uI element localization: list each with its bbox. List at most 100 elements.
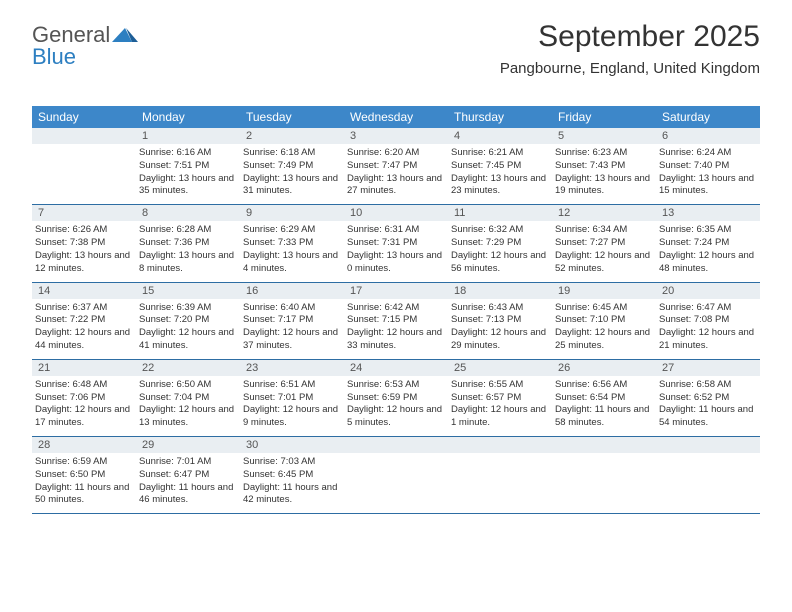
sunrise-line: Sunrise: 6:31 AM (347, 224, 445, 237)
day-cell: Sunrise: 6:35 AMSunset: 7:24 PMDaylight:… (656, 221, 760, 281)
sunrise-line: Sunrise: 6:26 AM (35, 224, 133, 237)
day-number (448, 437, 552, 453)
day-number: 10 (344, 205, 448, 221)
day-cell (344, 453, 448, 513)
day-cell: Sunrise: 6:23 AMSunset: 7:43 PMDaylight:… (552, 144, 656, 204)
sunrise-line: Sunrise: 6:40 AM (243, 302, 341, 315)
sunset-line: Sunset: 7:38 PM (35, 237, 133, 250)
daylight-line: Daylight: 12 hours and 41 minutes. (139, 327, 237, 353)
day-cell: Sunrise: 6:28 AMSunset: 7:36 PMDaylight:… (136, 221, 240, 281)
day-number: 6 (656, 128, 760, 144)
day-cell: Sunrise: 6:34 AMSunset: 7:27 PMDaylight:… (552, 221, 656, 281)
daylight-line: Daylight: 13 hours and 27 minutes. (347, 173, 445, 199)
sunset-line: Sunset: 7:45 PM (451, 160, 549, 173)
daylight-line: Daylight: 11 hours and 54 minutes. (659, 404, 757, 430)
day-number: 17 (344, 283, 448, 299)
day-cell: Sunrise: 7:01 AMSunset: 6:47 PMDaylight:… (136, 453, 240, 513)
day-cell: Sunrise: 6:20 AMSunset: 7:47 PMDaylight:… (344, 144, 448, 204)
day-cell (32, 144, 136, 204)
day-number: 13 (656, 205, 760, 221)
sunset-line: Sunset: 6:47 PM (139, 469, 237, 482)
sunrise-line: Sunrise: 6:18 AM (243, 147, 341, 160)
daylight-line: Daylight: 11 hours and 58 minutes. (555, 404, 653, 430)
daylight-line: Daylight: 13 hours and 15 minutes. (659, 173, 757, 199)
sunrise-line: Sunrise: 6:21 AM (451, 147, 549, 160)
location-text: Pangbourne, England, United Kingdom (500, 60, 760, 77)
day-number: 3 (344, 128, 448, 144)
sunset-line: Sunset: 7:08 PM (659, 314, 757, 327)
day-cell (448, 453, 552, 513)
daylight-line: Daylight: 12 hours and 17 minutes. (35, 404, 133, 430)
sunrise-line: Sunrise: 6:32 AM (451, 224, 549, 237)
sunrise-line: Sunrise: 6:34 AM (555, 224, 653, 237)
daylight-line: Daylight: 13 hours and 23 minutes. (451, 173, 549, 199)
daylight-line: Daylight: 12 hours and 48 minutes. (659, 250, 757, 276)
sunrise-line: Sunrise: 6:59 AM (35, 456, 133, 469)
day-number: 7 (32, 205, 136, 221)
sunrise-line: Sunrise: 6:56 AM (555, 379, 653, 392)
weekday-wednesday: Wednesday (344, 106, 448, 128)
day-cell: Sunrise: 6:21 AMSunset: 7:45 PMDaylight:… (448, 144, 552, 204)
daylight-line: Daylight: 12 hours and 56 minutes. (451, 250, 549, 276)
sunset-line: Sunset: 7:22 PM (35, 314, 133, 327)
week-row: Sunrise: 6:26 AMSunset: 7:38 PMDaylight:… (32, 221, 760, 282)
day-number: 25 (448, 360, 552, 376)
day-cell: Sunrise: 6:55 AMSunset: 6:57 PMDaylight:… (448, 376, 552, 436)
day-cell: Sunrise: 6:42 AMSunset: 7:15 PMDaylight:… (344, 299, 448, 359)
daylight-line: Daylight: 12 hours and 1 minute. (451, 404, 549, 430)
day-cell: Sunrise: 6:59 AMSunset: 6:50 PMDaylight:… (32, 453, 136, 513)
daylight-line: Daylight: 13 hours and 12 minutes. (35, 250, 133, 276)
sunrise-line: Sunrise: 6:20 AM (347, 147, 445, 160)
sunset-line: Sunset: 7:06 PM (35, 392, 133, 405)
day-number: 2 (240, 128, 344, 144)
sunset-line: Sunset: 7:47 PM (347, 160, 445, 173)
sunrise-line: Sunrise: 6:48 AM (35, 379, 133, 392)
sunset-line: Sunset: 6:50 PM (35, 469, 133, 482)
sunset-line: Sunset: 6:52 PM (659, 392, 757, 405)
sunrise-line: Sunrise: 6:58 AM (659, 379, 757, 392)
day-cell: Sunrise: 7:03 AMSunset: 6:45 PMDaylight:… (240, 453, 344, 513)
sunset-line: Sunset: 6:57 PM (451, 392, 549, 405)
logo-triangle-icon (112, 26, 138, 44)
day-cell: Sunrise: 6:39 AMSunset: 7:20 PMDaylight:… (136, 299, 240, 359)
sunset-line: Sunset: 6:54 PM (555, 392, 653, 405)
sunrise-line: Sunrise: 6:45 AM (555, 302, 653, 315)
weekday-saturday: Saturday (656, 106, 760, 128)
day-cell: Sunrise: 6:32 AMSunset: 7:29 PMDaylight:… (448, 221, 552, 281)
day-cell: Sunrise: 6:24 AMSunset: 7:40 PMDaylight:… (656, 144, 760, 204)
day-number: 24 (344, 360, 448, 376)
day-cell: Sunrise: 6:16 AMSunset: 7:51 PMDaylight:… (136, 144, 240, 204)
daylight-line: Daylight: 12 hours and 44 minutes. (35, 327, 133, 353)
logo-text-blue: Blue (32, 44, 76, 70)
sunset-line: Sunset: 7:27 PM (555, 237, 653, 250)
daylight-line: Daylight: 12 hours and 29 minutes. (451, 327, 549, 353)
day-cell: Sunrise: 6:58 AMSunset: 6:52 PMDaylight:… (656, 376, 760, 436)
sunset-line: Sunset: 7:20 PM (139, 314, 237, 327)
day-cell (552, 453, 656, 513)
day-cell: Sunrise: 6:51 AMSunset: 7:01 PMDaylight:… (240, 376, 344, 436)
sunset-line: Sunset: 7:01 PM (243, 392, 341, 405)
sunrise-line: Sunrise: 6:28 AM (139, 224, 237, 237)
week-numrow: 21222324252627 (32, 360, 760, 376)
day-number: 23 (240, 360, 344, 376)
daylight-line: Daylight: 13 hours and 4 minutes. (243, 250, 341, 276)
sunset-line: Sunset: 7:40 PM (659, 160, 757, 173)
day-cell: Sunrise: 6:50 AMSunset: 7:04 PMDaylight:… (136, 376, 240, 436)
week-row: Sunrise: 6:37 AMSunset: 7:22 PMDaylight:… (32, 299, 760, 360)
daylight-line: Daylight: 13 hours and 31 minutes. (243, 173, 341, 199)
day-number: 11 (448, 205, 552, 221)
week-numrow: 78910111213 (32, 205, 760, 221)
sunset-line: Sunset: 7:29 PM (451, 237, 549, 250)
sunrise-line: Sunrise: 6:23 AM (555, 147, 653, 160)
sunset-line: Sunset: 7:31 PM (347, 237, 445, 250)
sunrise-line: Sunrise: 6:37 AM (35, 302, 133, 315)
calendar: SundayMondayTuesdayWednesdayThursdayFrid… (32, 106, 760, 514)
daylight-line: Daylight: 12 hours and 21 minutes. (659, 327, 757, 353)
daylight-line: Daylight: 12 hours and 13 minutes. (139, 404, 237, 430)
day-cell: Sunrise: 6:48 AMSunset: 7:06 PMDaylight:… (32, 376, 136, 436)
week-numrow: 282930 (32, 437, 760, 453)
day-number: 21 (32, 360, 136, 376)
daylight-line: Daylight: 12 hours and 52 minutes. (555, 250, 653, 276)
sunset-line: Sunset: 7:13 PM (451, 314, 549, 327)
day-cell: Sunrise: 6:56 AMSunset: 6:54 PMDaylight:… (552, 376, 656, 436)
